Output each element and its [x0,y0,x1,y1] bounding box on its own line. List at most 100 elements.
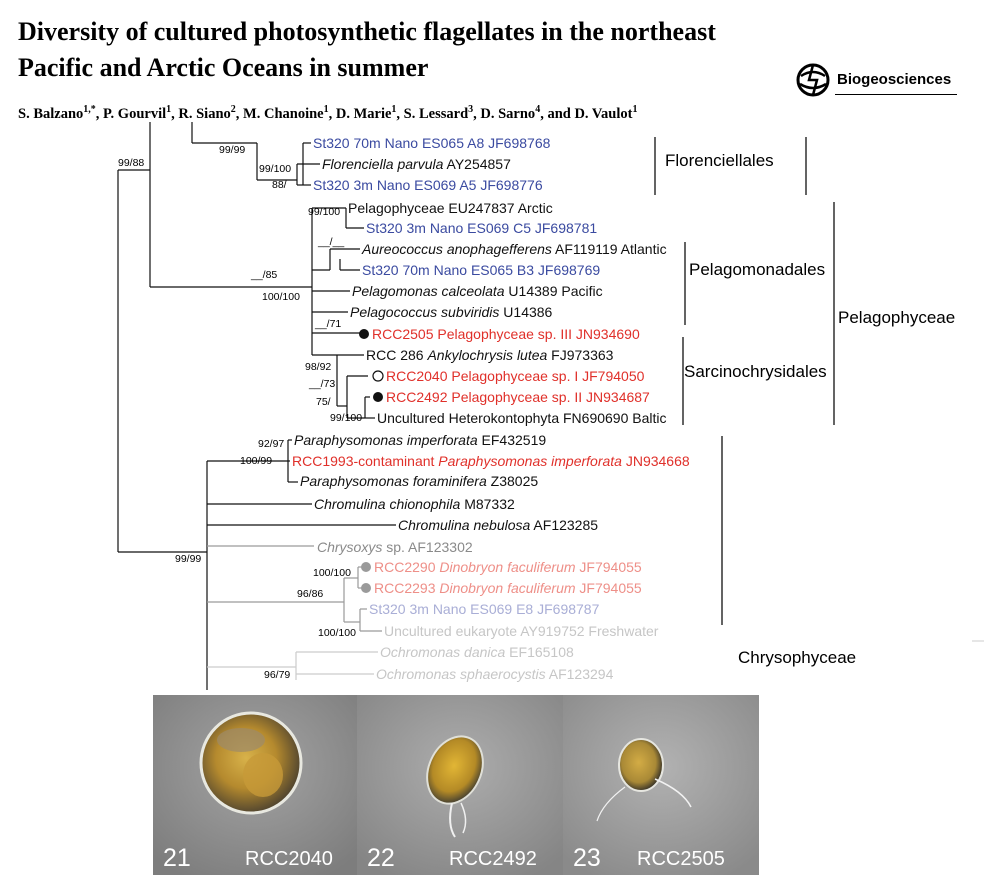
taxon-label: Pelagococcus subviridis U14386 [350,304,553,320]
taxon-label-part: St320 70m Nano ES065 A8 JF698768 [313,135,551,151]
taxon-label-part: Aureococcus anophagefferens [361,241,552,257]
taxon-label: Paraphysomonas imperforata EF432519 [294,432,546,448]
taxon-label-part: RCC1993-contaminant [292,453,438,469]
taxon-label-part: RCC2293 [374,580,439,596]
taxon-label: Chromulina chionophila M87332 [314,496,515,512]
author-separator: , [328,105,336,122]
journal-name: Biogeosciences [837,71,952,88]
taxon-label: RCC2290 Dinobryon faculiferum JF794055 [374,559,642,575]
filled-circle-icon [373,392,383,402]
cell-image-rcc2492 [357,695,563,875]
taxon-label: Ochromonas danica EF165108 [380,644,574,660]
clade-label: Pelagomonadales [689,260,825,279]
bootstrap-value: 100/100 [262,291,300,303]
filled-circle-icon [359,329,369,339]
title-line-2: Pacific and Arctic Oceans in summer [18,53,429,82]
bootstrap-value: 88/ [272,179,287,191]
bootstrap-value: __/85 [250,269,277,281]
taxon-label: Aureococcus anophagefferens AF119119 Atl… [361,241,667,257]
author-affiliation: 1,* [83,104,96,115]
bootstrap-value: 92/97 [258,438,284,450]
bootstrap-value: 75/ [316,396,331,408]
taxon-label: Chromulina nebulosa AF123285 [398,517,598,533]
author-affiliation: 4 [535,104,541,115]
cell-image-rcc2505 [563,695,759,875]
taxon-label-part: JF794055 [576,559,642,575]
author-separator: , [396,105,404,122]
filled-circle-icon [361,583,371,593]
clade-label: Florenciellales [665,151,774,170]
taxon-label-part: Chromulina nebulosa [398,517,531,533]
taxon-label: RCC2492 Pelagophyceae sp. II JN934687 [386,389,650,405]
author-affiliation: 1 [391,104,397,115]
author-separator: , [95,105,104,122]
clade-labels: Florenciellales Pelagomonadales Pelagophyc… [665,151,955,667]
taxon-label: St320 3m Nano ES069 C5 JF698781 [366,220,597,236]
taxon-label-part: RCC2505 Pelagophyceae sp. III JN934690 [372,326,640,342]
taxon-label-part: RCC2492 Pelagophyceae sp. II JN934687 [386,389,650,405]
bootstrap-value: 99/100 [308,206,340,218]
egu-logo-icon [796,63,830,97]
author-name: S. Balzano [18,105,84,122]
taxon-label: Pelagomonas calceolata U14389 Pacific [352,283,603,299]
tree-branches [117,122,396,690]
bootstrap-value: 99/99 [219,144,245,156]
micrograph-panel-22: 22 RCC2492 [357,695,563,875]
tree-branches-very-faded [207,651,378,680]
taxon-label-part: Pelagomonas calceolata [352,283,505,299]
filled-circle-icon [361,562,371,572]
taxon-label-part: Paraphysomonas foraminifera [300,473,487,489]
taxon-label-part: AF123294 [546,666,614,682]
taxon-label-part: Z38025 [487,473,539,489]
taxon-label-part: Ankylochrysis lutea [426,347,547,363]
taxon-label-part: Chromulina chionophila [314,496,461,512]
taxon-label: RCC2505 Pelagophyceae sp. III JN934690 [372,326,640,342]
panel-number: 21 [163,844,191,872]
bootstrap-value: 99/100 [259,163,291,175]
taxon-label: St320 3m Nano ES069 A5 JF698776 [313,177,543,193]
taxon-label-part: sp. AF123302 [382,539,473,555]
taxon-label-part: RCC2040 Pelagophyceae sp. I JF794050 [386,368,645,384]
taxon-label-part: St320 3m Nano ES069 C5 JF698781 [366,220,597,236]
author-name: S. Lessard [403,105,469,122]
taxon-label: St320 3m Nano ES069 E8 JF698787 [369,601,600,617]
taxon-label: Ochromonas sphaerocystis AF123294 [376,666,614,682]
bootstrap-value: 96/79 [264,669,290,681]
author-affiliation: 1 [323,104,329,115]
taxon-label-part: Dinobryon faculiferum [439,559,576,575]
open-circle-icon [372,370,384,382]
taxon-label-part: Paraphysomonas imperforata [294,432,478,448]
author-affiliation: 3 [468,104,474,115]
taxon-label-part: St320 3m Nano ES069 A5 JF698776 [313,177,543,193]
taxon-label: RCC2040 Pelagophyceae sp. I JF794050 [386,368,645,384]
taxon-label-part: M87332 [460,496,515,512]
bootstrap-value: 99/88 [118,157,144,169]
taxon-label: Pelagophyceae EU247837 Arctic [348,200,553,216]
taxon-label-part: RCC 286 [366,347,427,363]
support-values: 99/88 99/99 99/100 88/99/100 __/__ __/85 100/1… [118,144,362,681]
taxon-label-part: RCC2290 [374,559,439,575]
taxon-label-part: Ochromonas sphaerocystis [376,666,546,682]
taxon-label: RCC 286 Ankylochrysis lutea FJ973363 [366,347,614,363]
taxon-label-part: Uncultured eukaryote AY919752 Freshwater [384,623,659,639]
taxon-label-part: U14386 [499,304,552,320]
taxon-label: Paraphysomonas foraminifera Z38025 [300,473,538,489]
taxon-label-part: EF432519 [478,432,547,448]
bootstrap-value: __/__ [317,236,344,248]
taxon-label: St320 70m Nano ES065 B3 JF698769 [362,262,600,278]
author-name: M. Chanoine [243,105,324,122]
taxon-label-part: Pelagophyceae EU247837 Arctic [348,200,553,216]
taxon-label: Uncultured Heterokontophyta FN690690 Bal… [377,410,667,426]
taxon-label-part: Pelagococcus subviridis [350,304,499,320]
bootstrap-value: 99/99 [175,553,201,565]
logo-underline [835,94,957,95]
taxon-label: Chrysoxys sp. AF123302 [317,539,473,555]
author-name: R. Siano [178,105,231,122]
taxon-label-part: Paraphysomonas imperforata [438,453,622,469]
author-affiliation: 1 [166,104,172,115]
author-separator: , and [540,105,575,122]
author-separator: , [473,105,481,122]
micrograph-panel-21: 21 RCC2040 [153,695,357,875]
taxon-label-part: AY254857 [443,156,511,172]
